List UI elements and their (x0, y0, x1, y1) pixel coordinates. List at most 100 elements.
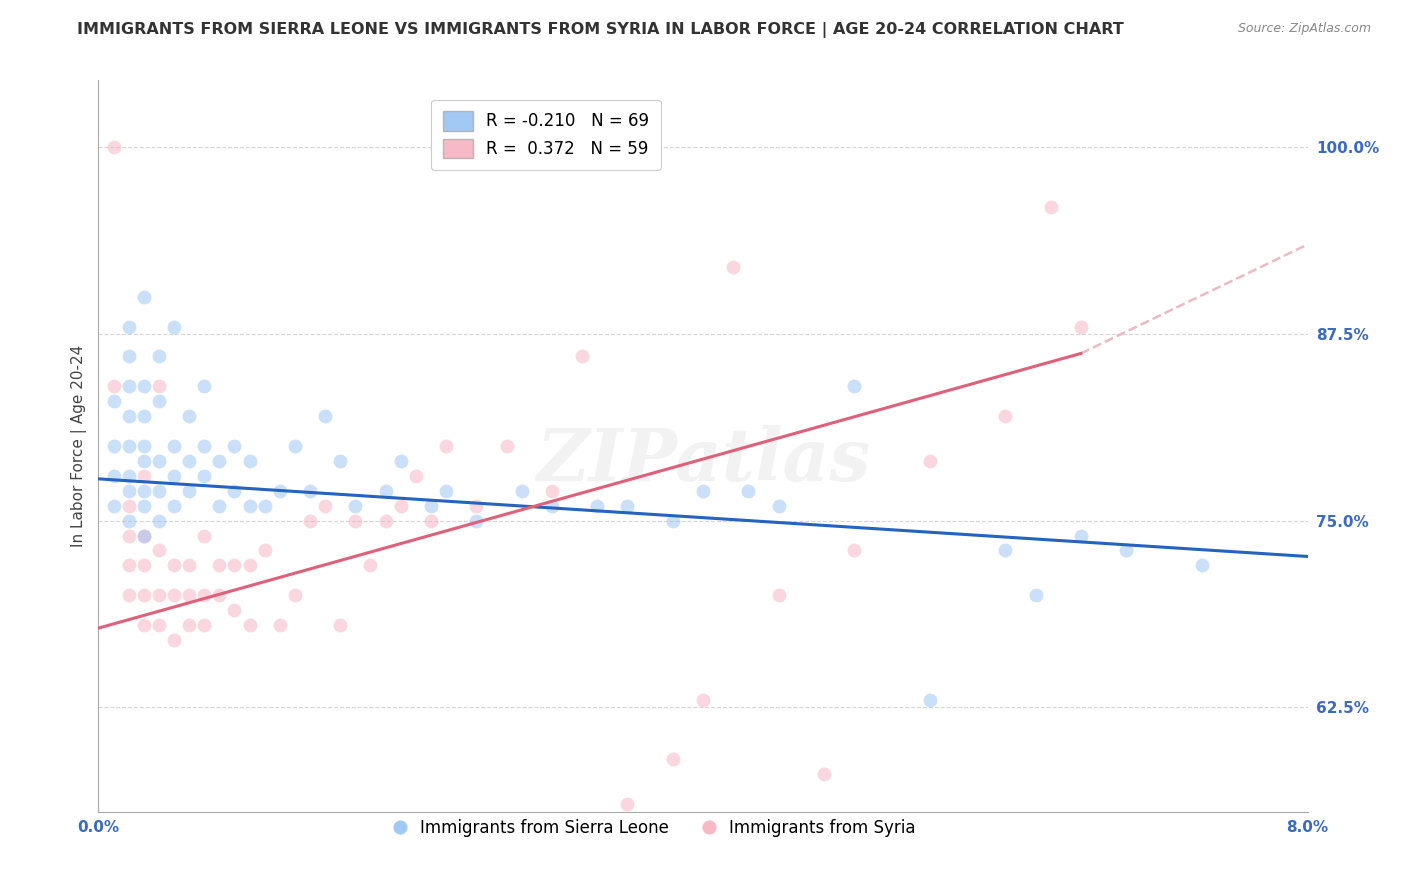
Y-axis label: In Labor Force | Age 20-24: In Labor Force | Age 20-24 (72, 345, 87, 547)
Text: IMMIGRANTS FROM SIERRA LEONE VS IMMIGRANTS FROM SYRIA IN LABOR FORCE | AGE 20-24: IMMIGRANTS FROM SIERRA LEONE VS IMMIGRAN… (77, 22, 1123, 38)
Point (179, 618, 201, 632)
Point (103, 499, 125, 513)
Point (148, 618, 170, 632)
Point (193, 618, 215, 632)
Point (148, 588, 170, 602)
Point (374, 514, 396, 528)
Point (329, 454, 352, 468)
Point (132, 618, 155, 632)
Point (103, 439, 125, 453)
Point (253, 499, 276, 513)
Point (239, 454, 262, 468)
Point (616, 499, 638, 513)
Point (420, 499, 443, 513)
Point (163, 468, 186, 483)
Point (299, 514, 322, 528)
Point (224, 439, 246, 453)
Point (208, 499, 231, 513)
Point (118, 499, 141, 513)
Point (844, 379, 866, 393)
Point (118, 379, 141, 393)
Point (118, 319, 141, 334)
Point (118, 409, 141, 424)
Point (465, 499, 488, 513)
Point (179, 409, 201, 424)
Point (329, 618, 352, 632)
Point (179, 483, 201, 498)
Point (103, 379, 125, 393)
Point (344, 514, 367, 528)
Point (132, 454, 155, 468)
Point (193, 439, 215, 453)
Point (163, 439, 186, 453)
Point (360, 558, 382, 573)
Point (692, 692, 714, 706)
Point (994, 409, 1017, 424)
Point (193, 588, 215, 602)
Point (692, 483, 714, 498)
Point (118, 439, 141, 453)
Point (571, 350, 593, 364)
Point (405, 468, 427, 483)
Point (344, 499, 367, 513)
Point (723, 260, 745, 274)
Point (103, 140, 125, 154)
Point (132, 528, 155, 542)
Point (1191, 558, 1213, 573)
Point (132, 439, 155, 453)
Point (193, 468, 215, 483)
Point (193, 379, 215, 393)
Point (586, 499, 609, 513)
Point (118, 588, 141, 602)
Point (163, 633, 186, 648)
Point (994, 543, 1017, 558)
Point (661, 752, 683, 766)
Point (118, 468, 141, 483)
Point (163, 319, 186, 334)
Point (1070, 528, 1092, 542)
Point (495, 439, 517, 453)
Point (103, 468, 125, 483)
Point (1025, 588, 1047, 602)
Point (163, 588, 186, 602)
Point (510, 483, 533, 498)
Point (179, 588, 201, 602)
Point (616, 797, 638, 812)
Point (1146, 827, 1168, 841)
Point (103, 394, 125, 409)
Point (224, 603, 246, 617)
Point (844, 543, 866, 558)
Point (239, 499, 262, 513)
Point (389, 454, 412, 468)
Point (148, 514, 170, 528)
Point (1070, 319, 1092, 334)
Point (132, 483, 155, 498)
Point (737, 483, 759, 498)
Point (253, 543, 276, 558)
Point (179, 558, 201, 573)
Point (314, 409, 336, 424)
Point (299, 483, 322, 498)
Point (661, 514, 683, 528)
Point (434, 439, 457, 453)
Point (1115, 543, 1137, 558)
Text: ZIPatlas: ZIPatlas (536, 425, 870, 496)
Point (118, 558, 141, 573)
Point (132, 409, 155, 424)
Point (132, 558, 155, 573)
Text: Source: ZipAtlas.com: Source: ZipAtlas.com (1237, 22, 1371, 36)
Point (118, 514, 141, 528)
Point (374, 483, 396, 498)
Point (132, 468, 155, 483)
Point (132, 379, 155, 393)
Point (1146, 827, 1168, 841)
Point (132, 588, 155, 602)
Point (918, 454, 941, 468)
Point (163, 499, 186, 513)
Point (132, 528, 155, 542)
Point (224, 558, 246, 573)
Point (224, 483, 246, 498)
Point (148, 394, 170, 409)
Point (768, 588, 790, 602)
Point (314, 499, 336, 513)
